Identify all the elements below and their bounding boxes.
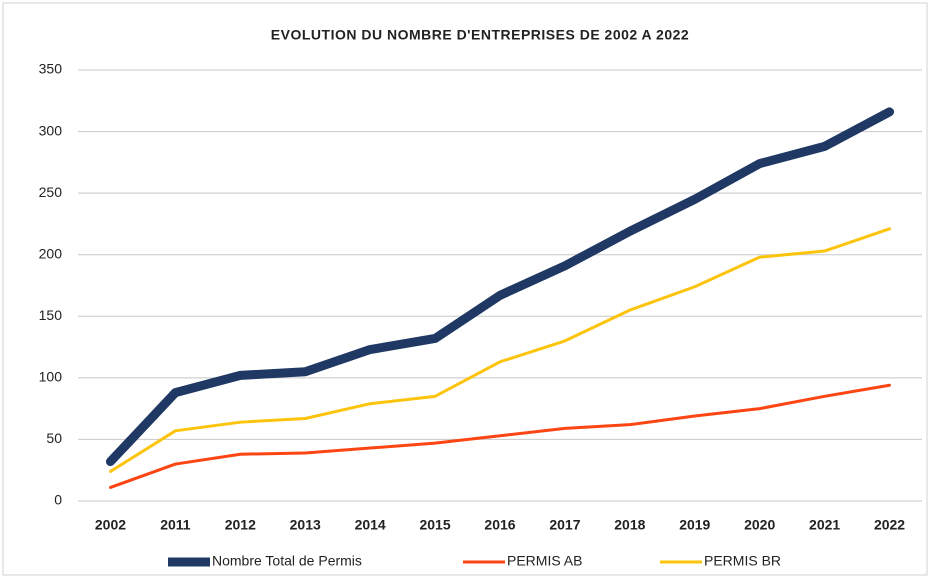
x-tick-label: 2022 — [874, 517, 905, 533]
x-tick-label: 2021 — [809, 517, 840, 533]
x-tick-label: 2020 — [744, 517, 775, 533]
y-tick-label: 200 — [39, 245, 63, 261]
x-tick-label: 2017 — [549, 517, 580, 533]
x-tick-label: 2002 — [95, 517, 126, 533]
x-tick-label: 2018 — [614, 517, 645, 533]
y-tick-label: 50 — [46, 430, 62, 446]
y-tick-label: 100 — [39, 369, 63, 385]
y-tick-label: 250 — [39, 184, 63, 200]
series-line — [108, 383, 892, 489]
legend-label: Nombre Total de Permis — [212, 553, 362, 569]
y-tick-label: 0 — [54, 492, 62, 508]
x-tick-label: 2013 — [290, 517, 321, 533]
chart-title: EVOLUTION DU NOMBRE D'ENTREPRISES DE 200… — [271, 27, 689, 43]
legend-label: PERMIS AB — [507, 553, 582, 569]
x-tick-label: 2015 — [419, 517, 450, 533]
x-tick-label: 2011 — [160, 517, 191, 533]
x-tick-label: 2016 — [484, 517, 515, 533]
x-tick-label: 2019 — [679, 517, 710, 533]
y-tick-label: 150 — [39, 307, 63, 323]
x-tick-label: 2012 — [225, 517, 256, 533]
y-tick-label: 350 — [39, 61, 63, 77]
y-tick-label: 300 — [39, 122, 63, 138]
series-line — [108, 227, 892, 473]
chart-frame — [2, 2, 928, 576]
series-line — [105, 107, 895, 467]
legend-label: PERMIS BR — [704, 553, 781, 569]
x-tick-label: 2014 — [355, 517, 386, 533]
